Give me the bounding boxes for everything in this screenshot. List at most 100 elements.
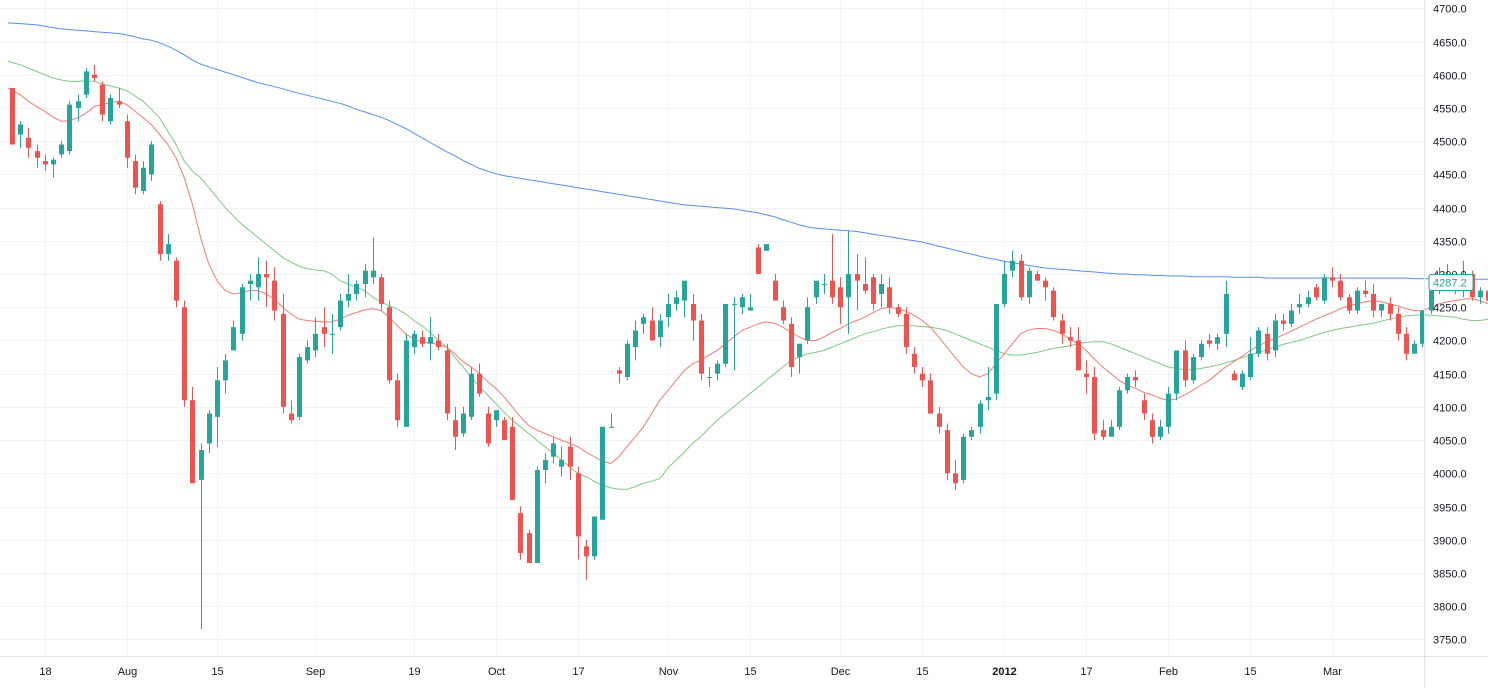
candle[interactable]: [1379, 303, 1384, 318]
candle[interactable]: [904, 307, 909, 354]
candle[interactable]: [1248, 337, 1253, 381]
candle[interactable]: [609, 413, 614, 428]
candle[interactable]: [896, 303, 901, 318]
candle[interactable]: [1133, 370, 1138, 387]
candle[interactable]: [1412, 340, 1417, 354]
candle[interactable]: [1388, 297, 1393, 321]
candle[interactable]: [986, 367, 991, 411]
candle[interactable]: [346, 274, 351, 308]
candle[interactable]: [1092, 367, 1097, 441]
candle[interactable]: [945, 423, 950, 480]
candle[interactable]: [395, 373, 400, 427]
candle[interactable]: [855, 254, 860, 311]
candle[interactable]: [1166, 386, 1171, 434]
candle[interactable]: [43, 154, 48, 172]
time-axis[interactable]: 18 Aug 15 Sep 19 Oct 17 Nov 15 Dec 15 2012 17 Feb 15 Ma…: [39, 666, 1342, 678]
candle[interactable]: [387, 300, 392, 384]
candle[interactable]: [551, 436, 556, 464]
candle[interactable]: [617, 367, 622, 384]
candle[interactable]: [1125, 373, 1130, 394]
candle[interactable]: [494, 410, 499, 427]
candle[interactable]: [313, 317, 318, 358]
candle[interactable]: [1297, 293, 1302, 314]
candle[interactable]: [781, 300, 786, 324]
candle[interactable]: [428, 317, 433, 361]
candle[interactable]: [1256, 327, 1261, 358]
candle[interactable]: [486, 406, 491, 447]
candle[interactable]: [256, 257, 261, 301]
candle[interactable]: [174, 257, 179, 308]
price-axis[interactable]: 4700.0 4650.0 4600.0 4550.0 4500.0 4450.0 4400…: [1433, 4, 1467, 647]
candle[interactable]: [477, 363, 482, 397]
candle[interactable]: [76, 94, 81, 122]
candle[interactable]: [1289, 303, 1294, 328]
candle[interactable]: [1355, 287, 1360, 314]
candle[interactable]: [1347, 293, 1352, 314]
candle[interactable]: [215, 367, 220, 447]
candle[interactable]: [166, 234, 171, 261]
candle[interactable]: [814, 280, 819, 304]
candle[interactable]: [1150, 413, 1155, 444]
candle[interactable]: [1232, 370, 1237, 381]
candle[interactable]: [912, 347, 917, 374]
candle[interactable]: [1306, 290, 1311, 308]
candle[interactable]: [35, 144, 40, 168]
candle[interactable]: [535, 466, 540, 563]
candle[interactable]: [240, 283, 245, 341]
candle[interactable]: [231, 320, 236, 351]
candle[interactable]: [445, 343, 450, 421]
candle[interactable]: [846, 230, 851, 334]
candle[interactable]: [207, 410, 212, 454]
candle[interactable]: [707, 367, 712, 387]
candle[interactable]: [158, 200, 163, 261]
candle[interactable]: [797, 343, 802, 374]
candle[interactable]: [67, 101, 72, 155]
candle[interactable]: [887, 277, 892, 314]
candle[interactable]: [1363, 280, 1368, 298]
candle[interactable]: [961, 433, 966, 484]
candle[interactable]: [715, 360, 720, 381]
candle[interactable]: [1273, 313, 1278, 358]
candle[interactable]: [1330, 267, 1335, 288]
candle[interactable]: [1429, 287, 1434, 314]
candle[interactable]: [1051, 287, 1056, 321]
candle[interactable]: [1478, 287, 1483, 304]
candle[interactable]: [1076, 327, 1081, 371]
candle[interactable]: [1068, 327, 1073, 348]
candle[interactable]: [1010, 250, 1015, 278]
candle[interactable]: [461, 406, 466, 437]
candle[interactable]: [969, 426, 974, 441]
candle[interactable]: [502, 416, 507, 441]
candle[interactable]: [149, 141, 154, 182]
candle[interactable]: [576, 466, 581, 560]
candle[interactable]: [510, 416, 515, 500]
candle[interactable]: [838, 277, 843, 324]
candle[interactable]: [199, 443, 204, 630]
candle[interactable]: [420, 330, 425, 348]
candle[interactable]: [732, 297, 737, 371]
candle[interactable]: [1158, 420, 1163, 441]
candle[interactable]: [1281, 313, 1286, 331]
candle[interactable]: [190, 386, 195, 484]
candle[interactable]: [830, 234, 835, 304]
candle[interactable]: [559, 446, 564, 477]
candle[interactable]: [26, 127, 31, 158]
candle[interactable]: [354, 280, 359, 301]
candle[interactable]: [1265, 327, 1270, 361]
candle[interactable]: [10, 88, 15, 145]
candle[interactable]: [59, 141, 64, 158]
candle[interactable]: [412, 330, 417, 354]
candle[interactable]: [125, 114, 130, 168]
candle[interactable]: [453, 406, 458, 451]
candle[interactable]: [469, 367, 474, 421]
candle[interactable]: [518, 506, 523, 560]
candle[interactable]: [699, 313, 704, 381]
candle[interactable]: [1404, 327, 1409, 361]
candle[interactable]: [223, 353, 228, 394]
candle[interactable]: [338, 293, 343, 331]
candle[interactable]: [182, 300, 187, 407]
candle[interactable]: [100, 81, 105, 122]
candle[interactable]: [978, 400, 983, 434]
candle[interactable]: [1084, 360, 1089, 394]
